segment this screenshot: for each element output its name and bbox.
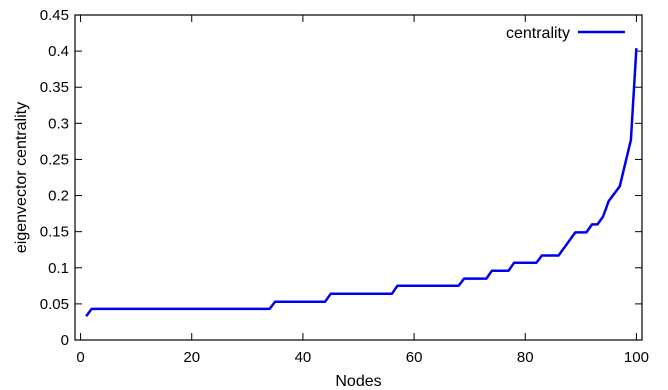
series-layer xyxy=(85,48,638,317)
y-axis-label: eigenvector centrality xyxy=(13,102,30,253)
y-axis: 0 0.05 0.1 0.15 0.2 0.25 0.3 0.35 0.4 0.45 xyxy=(40,7,642,349)
y-tick-label: 0.3 xyxy=(48,115,69,132)
x-tick-label: 20 xyxy=(183,349,200,366)
x-tick-label: 80 xyxy=(517,349,534,366)
x-tick-label: 0 xyxy=(76,349,84,366)
x-tick-label: 40 xyxy=(295,349,312,366)
y-tick-label: 0.2 xyxy=(48,188,69,205)
y-tick-label: 0.45 xyxy=(40,7,69,24)
series-line-centrality xyxy=(85,48,638,317)
x-axis: 0 20 40 60 80 100 xyxy=(76,15,649,366)
y-tick-label: 0.25 xyxy=(40,151,69,168)
y-tick-label: 0.4 xyxy=(48,43,69,60)
y-tick-label: 0 xyxy=(61,332,69,349)
y-tick-label: 0.05 xyxy=(40,296,69,313)
y-tick-label: 0.35 xyxy=(40,79,69,96)
plot-frame xyxy=(74,14,643,341)
y-tick-label: 0.1 xyxy=(48,260,69,277)
x-axis-label: Nodes xyxy=(335,373,381,390)
x-tick-label: 100 xyxy=(624,349,649,366)
legend-label: centrality xyxy=(506,25,570,42)
y-tick-label: 0.15 xyxy=(40,224,69,241)
x-tick-label: 60 xyxy=(406,349,423,366)
legend: centrality xyxy=(506,25,625,42)
